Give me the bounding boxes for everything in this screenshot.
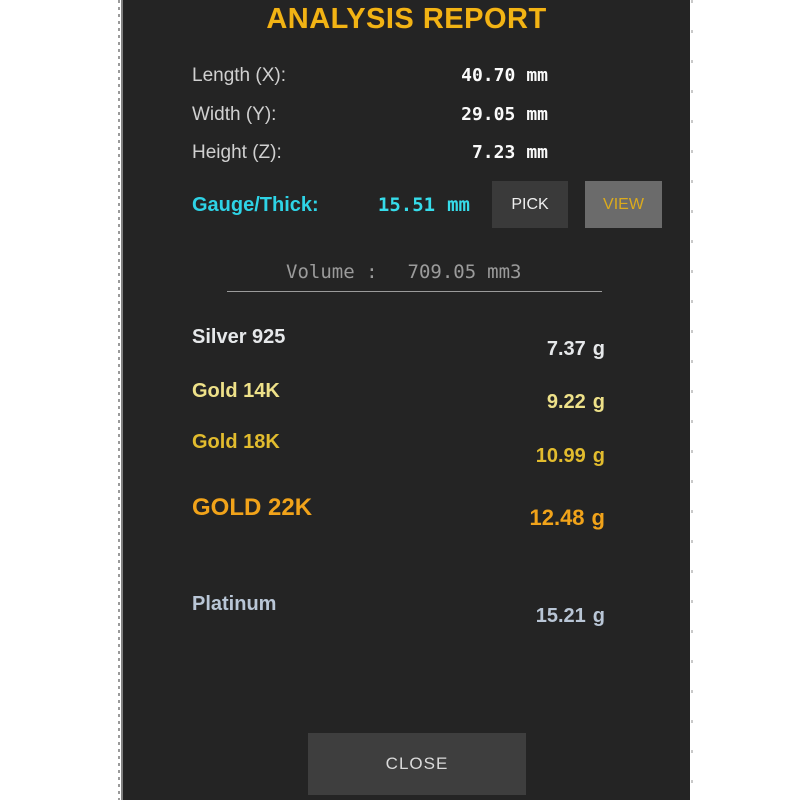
length-value: 40.70 mm xyxy=(461,65,548,86)
volume-row: Volume : 709.05 mm3 xyxy=(286,261,521,283)
metal-weight: 10.99 g xyxy=(535,445,605,467)
metal-weight: 9.22 g xyxy=(546,391,605,413)
metal-row-gold-18k: Gold 18K 10.99 g xyxy=(192,431,605,468)
pick-button[interactable]: PICK xyxy=(492,181,568,228)
selection-marquee-left xyxy=(118,0,120,800)
analysis-report-panel: ANALYSIS REPORT Length (X): 40.70 mm Widt… xyxy=(121,0,690,800)
length-row: Length (X): 40.70 mm xyxy=(192,65,548,87)
metal-row-gold-14k: Gold 14K 9.22 g xyxy=(192,380,605,414)
metal-name: GOLD 22K xyxy=(192,494,313,521)
metal-name: Silver 925 xyxy=(192,326,286,348)
height-row: Height (Z): 7.23 mm xyxy=(192,142,548,164)
view-button[interactable]: VIEW xyxy=(585,181,662,228)
width-value: 29.05 mm xyxy=(461,104,548,125)
metal-row-silver-925: Silver 925 7.37 g xyxy=(192,326,605,361)
height-label: Height (Z): xyxy=(192,142,282,163)
gauge-row: Gauge/Thick: 15.51 mm xyxy=(192,194,470,217)
length-label: Length (X): xyxy=(192,65,286,86)
metal-row-gold-22k: GOLD 22K 12.48 g xyxy=(192,494,605,531)
length-unit: mm xyxy=(526,65,548,86)
volume-value: 709.05 xyxy=(407,261,477,283)
width-row: Width (Y): 29.05 mm xyxy=(192,104,548,126)
metal-name: Gold 14K xyxy=(192,380,280,402)
metal-name: Gold 18K xyxy=(192,431,280,453)
width-label: Width (Y): xyxy=(192,104,277,125)
close-button[interactable]: CLOSE xyxy=(308,733,526,795)
volume-divider xyxy=(227,291,602,292)
height-unit: mm xyxy=(526,142,548,163)
volume-label: Volume : xyxy=(286,261,378,283)
selection-marquee-right xyxy=(691,0,693,800)
width-unit: mm xyxy=(526,104,548,125)
metal-row-platinum: Platinum 15.21 g xyxy=(192,593,605,628)
volume-unit: mm3 xyxy=(487,261,522,283)
gauge-label: Gauge/Thick: xyxy=(192,194,319,216)
page-title: ANALYSIS REPORT xyxy=(266,3,547,35)
gauge-unit: mm xyxy=(447,194,470,216)
metal-weight: 7.37 g xyxy=(546,338,605,360)
metal-weight: 12.48 g xyxy=(529,505,605,530)
metal-name: Platinum xyxy=(192,593,277,615)
metal-weight: 15.21 g xyxy=(535,605,605,627)
gauge-value: 15.51 mm xyxy=(377,194,470,216)
height-value: 7.23 mm xyxy=(471,142,548,163)
